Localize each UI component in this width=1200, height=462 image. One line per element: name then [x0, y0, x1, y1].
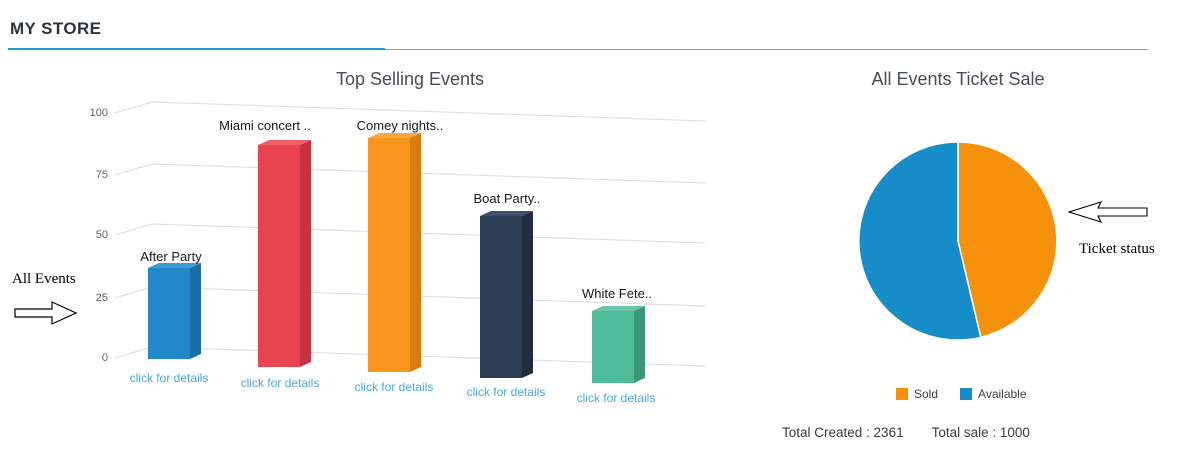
bar-chart-title: Top Selling Events — [260, 69, 560, 90]
legend-item-sold[interactable]: Sold — [896, 387, 938, 401]
bar-label-miami-concert: Miami concert .. — [205, 118, 325, 133]
y-tick-0: 0 — [78, 352, 108, 364]
details-link-boat-party[interactable]: click for details — [446, 385, 566, 399]
details-link-after-party[interactable]: click for details — [109, 371, 229, 385]
bar-label-boat-party: Boat Party.. — [447, 191, 567, 206]
legend-label-sold: Sold — [914, 387, 938, 401]
legend-label-available: Available — [978, 387, 1026, 401]
pie-chart-title: All Events Ticket Sale — [808, 69, 1108, 90]
details-link-comey-nights[interactable]: click for details — [334, 380, 454, 394]
y-tick-75: 75 — [78, 169, 108, 181]
bar-label-after-party: After Party — [111, 249, 231, 264]
dashboard: MY STORE — [0, 0, 1200, 462]
totals-row: Total Created : 2361 Total sale : 1000 — [782, 425, 1058, 440]
legend-item-available[interactable]: Available — [960, 387, 1026, 401]
bar-label-white-fete: White Fete.. — [557, 286, 677, 301]
ticket-status-annotation: Ticket status — [1079, 241, 1155, 258]
y-tick-25: 25 — [78, 292, 108, 304]
total-sale: Total sale : 1000 — [932, 425, 1030, 440]
bar-boat-party[interactable] — [480, 211, 533, 378]
legend-swatch-sold — [896, 388, 908, 400]
bar-white-fete[interactable] — [592, 306, 645, 383]
left-arrow-icon — [1068, 200, 1148, 224]
bar-miami-concert[interactable] — [258, 140, 311, 367]
details-link-white-fete[interactable]: click for details — [556, 391, 676, 405]
right-arrow-icon — [14, 299, 78, 327]
bar-comey-nights[interactable] — [368, 133, 421, 372]
bar-after-party[interactable] — [148, 263, 201, 359]
y-tick-50: 50 — [78, 229, 108, 241]
bar-label-comey-nights: Comey nights.. — [340, 118, 460, 133]
legend-swatch-available — [960, 388, 972, 400]
pie-ticket-sale — [848, 131, 1068, 351]
details-link-miami-concert[interactable]: click for details — [220, 376, 340, 390]
all-events-annotation: All Events — [12, 271, 76, 288]
y-tick-100: 100 — [78, 107, 108, 119]
total-created: Total Created : 2361 — [782, 425, 904, 440]
pie-legend: Sold Available — [896, 387, 1027, 401]
